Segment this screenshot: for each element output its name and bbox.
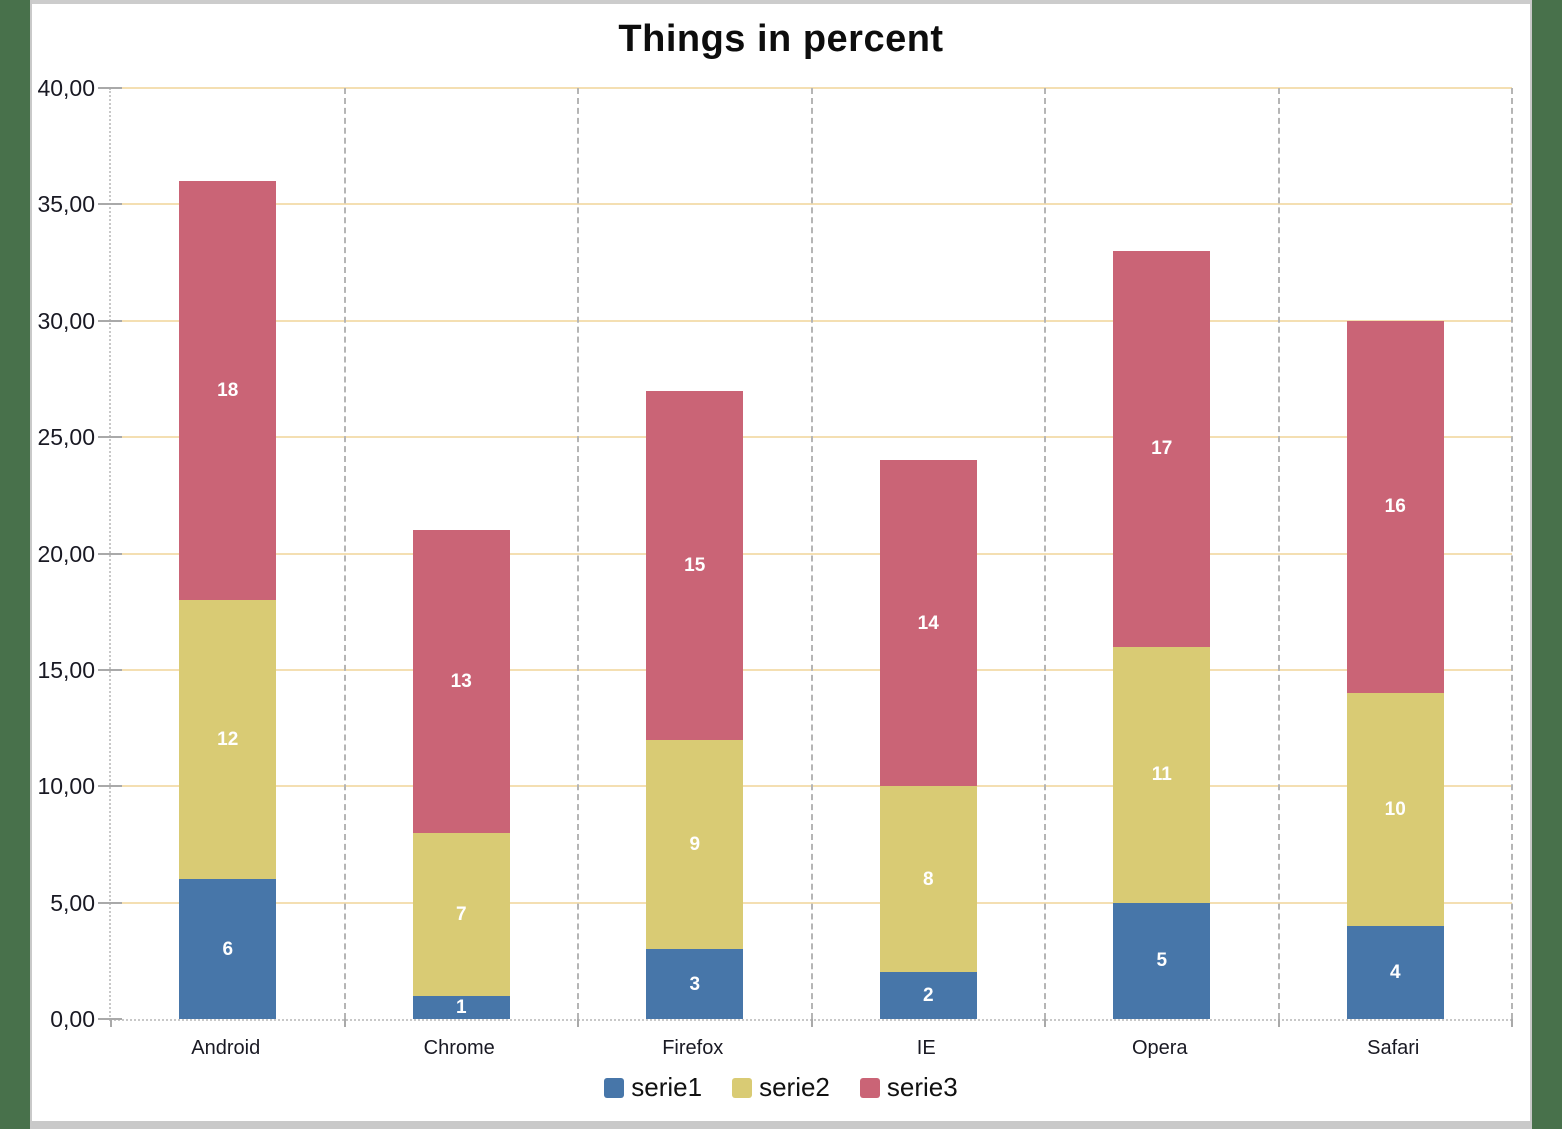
x-axis-tick	[1044, 1019, 1046, 1027]
y-axis-tick	[98, 552, 122, 555]
bar-value-label: 13	[450, 671, 472, 693]
bar-value-label: 7	[455, 903, 467, 925]
bar-chrome: 13 7 1	[412, 530, 510, 1019]
bar-segment-serie1: 4	[1346, 925, 1444, 1019]
legend-item-serie1: serie1	[604, 1072, 702, 1103]
bar-value-label: 1	[455, 996, 467, 1018]
x-axis-tick	[810, 1019, 813, 1027]
legend-label-serie2: serie2	[759, 1072, 830, 1102]
bar-segment-serie2: 8	[879, 786, 977, 973]
bar-segment-serie2: 7	[412, 832, 510, 996]
bar-segment-serie2: 9	[646, 739, 744, 950]
bar-value-label: 17	[1151, 438, 1173, 460]
bar-value-label: 8	[922, 868, 934, 890]
category-separator	[343, 88, 346, 1019]
y-axis-tick	[98, 203, 122, 206]
y-axis-tick	[98, 785, 122, 788]
y-axis-tick-label: 0,00	[50, 1006, 95, 1032]
category-separator	[1277, 88, 1280, 1019]
legend-swatch-serie3	[859, 1077, 880, 1098]
category-separator	[577, 88, 579, 1019]
x-axis-tick	[343, 1019, 346, 1027]
x-axis-category-label: IE	[916, 1037, 936, 1059]
bar-segment-serie3: 13	[412, 530, 510, 833]
bar-segment-serie2: 10	[1346, 693, 1444, 926]
y-axis-tick	[98, 436, 122, 439]
bar-opera: 17 11 5	[1113, 250, 1211, 1019]
y-axis-tick-label: 20,00	[37, 540, 95, 567]
x-axis-tick	[110, 1019, 112, 1027]
legend-swatch-serie1	[604, 1077, 625, 1098]
bar-value-label: 6	[222, 938, 234, 960]
bar-android: 18 12 6	[179, 181, 277, 1019]
bar-segment-serie1: 5	[1113, 902, 1211, 1019]
window-top-edge	[32, 0, 1530, 4]
bar-segment-serie3: 17	[1113, 250, 1211, 647]
bar-value-label: 12	[217, 729, 239, 751]
y-axis-tick	[98, 87, 122, 89]
y-axis-tick-label: 30,00	[37, 307, 95, 334]
x-axis-tick	[577, 1019, 579, 1027]
y-axis-tick-label: 10,00	[37, 773, 95, 800]
bar-value-label: 4	[1389, 961, 1401, 983]
bar-value-label: 14	[917, 612, 939, 634]
bar-value-label: 9	[689, 833, 701, 855]
bar-segment-serie3: 14	[879, 460, 977, 787]
bar-value-label: 15	[684, 554, 706, 576]
y-axis-tick	[98, 1018, 122, 1020]
y-axis-tick	[98, 319, 122, 322]
bar-segment-serie3: 16	[1346, 320, 1444, 694]
y-axis-tick-label: 40,00	[37, 75, 95, 101]
y-axis-tick-label: 25,00	[37, 424, 95, 451]
y-axis-tick-label: 15,00	[37, 656, 95, 683]
chart-window: Things in percent 18 12 6 13 7 1 15 9 3 14 8 2 17 11 5…	[30, 0, 1532, 1129]
bar-segment-serie2: 12	[179, 600, 277, 880]
bar-safari: 16 10 4	[1346, 320, 1444, 1019]
bar-segment-serie3: 18	[179, 181, 277, 601]
legend-label-serie3: serie3	[886, 1072, 958, 1102]
y-axis-tick	[98, 668, 122, 671]
plot-area: 18 12 6 13 7 1 15 9 3 14 8 2 17 11 5 16 10 4	[109, 87, 1513, 1027]
window-bottom-edge	[32, 1121, 1530, 1129]
bar-value-label: 16	[1384, 496, 1406, 518]
y-axis-tick-label: 5,00	[50, 889, 95, 916]
bar-value-label: 5	[1156, 950, 1168, 972]
category-separator	[1511, 88, 1513, 1019]
bar-segment-serie1: 6	[179, 879, 277, 1019]
y-axis-tick	[98, 901, 122, 904]
category-separator	[1044, 88, 1046, 1019]
bar-value-label: 10	[1384, 799, 1406, 821]
bar-segment-serie3: 15	[646, 390, 744, 740]
bar-segment-serie1: 1	[412, 995, 510, 1019]
bar-segment-serie1: 3	[646, 949, 744, 1019]
y-axis-tick-label: 35,00	[37, 191, 95, 218]
bar-value-label: 3	[689, 973, 701, 995]
x-axis-category-label: Firefox	[662, 1037, 724, 1059]
x-axis-tick	[1277, 1019, 1280, 1027]
x-axis-category-label: Chrome	[423, 1037, 495, 1059]
legend: serie1 serie2 serie3	[32, 1072, 1530, 1103]
bar-value-label: 18	[217, 380, 239, 402]
legend-item-serie2: serie2	[732, 1072, 830, 1103]
bar-value-label: 11	[1151, 764, 1172, 786]
x-axis-category-label: Safari	[1367, 1037, 1420, 1059]
legend-swatch-serie2	[732, 1077, 753, 1098]
legend-item-serie3: serie3	[859, 1072, 958, 1103]
x-axis-category-label: Opera	[1131, 1037, 1188, 1059]
bar-segment-serie2: 11	[1113, 646, 1211, 903]
category-separator	[810, 88, 813, 1019]
bar-ie: 14 8 2	[879, 460, 977, 1019]
x-axis-category-label: Android	[191, 1037, 261, 1059]
legend-label-serie1: serie1	[631, 1072, 703, 1102]
x-axis-tick	[1511, 1019, 1513, 1027]
bar-segment-serie1: 2	[879, 972, 977, 1019]
bar-value-label: 2	[922, 985, 934, 1007]
chart-title: Things in percent	[618, 18, 944, 60]
bar-firefox: 15 9 3	[646, 390, 744, 1019]
